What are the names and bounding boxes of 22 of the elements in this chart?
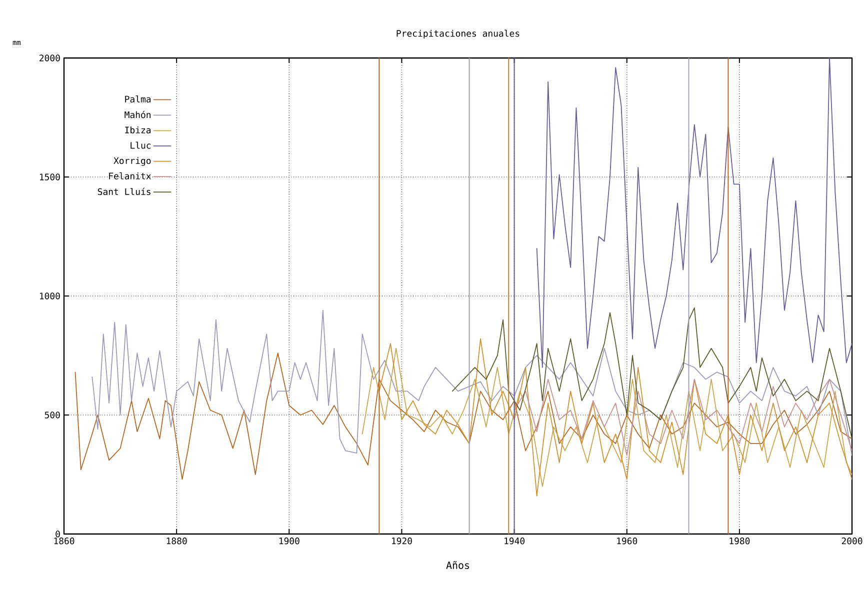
x-tick-label: 1900: [279, 538, 300, 544]
legend-label: Felanitx: [109, 172, 151, 180]
chart-title: Precipitaciones anuales: [396, 30, 520, 38]
y-tick-label: 1500: [40, 174, 60, 180]
y-tick-label: 2000: [40, 54, 60, 62]
y-tick-label: 0: [56, 530, 60, 538]
legend-label: Sant Lluís: [98, 188, 150, 196]
x-tick-label: 1920: [392, 538, 412, 544]
x-tick-label: 1960: [617, 538, 638, 544]
y-tick-label: 500: [44, 412, 60, 418]
x-tick-label: 2000: [842, 538, 862, 544]
legend-label: Ibiza: [125, 126, 151, 134]
x-tick-label: 1860: [54, 538, 74, 544]
legend-label: Mahón: [124, 110, 151, 118]
legend-label: Xorrigo: [114, 157, 151, 166]
legend-label: Lluc: [130, 142, 151, 149]
legend-label: Palma: [125, 96, 151, 102]
x-tick-label: 1880: [166, 538, 187, 544]
x-tick-label: 1980: [730, 538, 750, 544]
x-axis-title: Años: [446, 561, 470, 570]
x-tick-label: 1940: [504, 538, 524, 544]
y-tick-label: 1000: [40, 292, 60, 300]
